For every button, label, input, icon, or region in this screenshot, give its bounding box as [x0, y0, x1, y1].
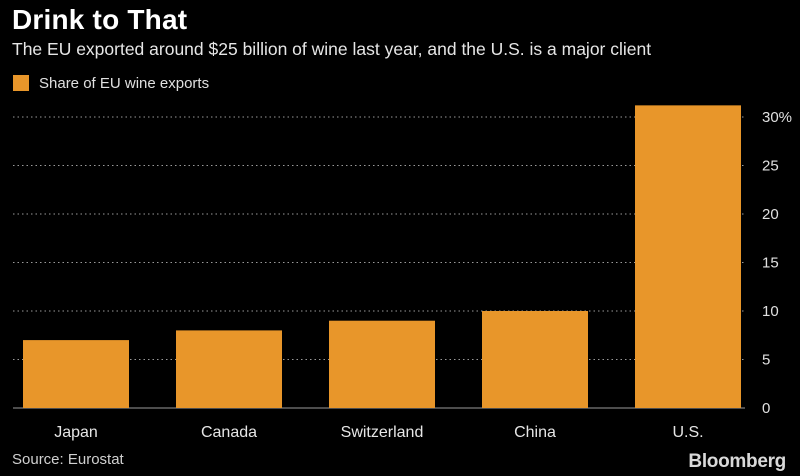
y-tick-label: 5	[762, 352, 770, 369]
chart-subtitle: The EU exported around $25 billion of wi…	[12, 39, 652, 59]
bar-switzerland	[329, 320, 435, 408]
chart-title: Drink to That	[12, 4, 188, 35]
y-tick-label: 25	[762, 158, 779, 175]
bar-china	[482, 311, 588, 408]
x-tick-label: Canada	[201, 424, 257, 441]
brand-logo: Bloomberg	[688, 451, 786, 472]
bars	[23, 105, 741, 409]
x-tick-label: U.S.	[672, 424, 703, 441]
bar-japan	[23, 340, 129, 408]
y-tick-label: 20	[762, 206, 779, 223]
x-tick-label: Japan	[54, 424, 98, 441]
source-note: Source: Eurostat	[12, 451, 124, 468]
y-tick-label: 15	[762, 255, 779, 272]
bar-u-s	[635, 105, 741, 409]
legend-label: Share of EU wine exports	[39, 74, 210, 92]
y-tick-label: 10	[762, 303, 779, 320]
y-tick-label: 30%	[762, 109, 792, 126]
y-axis: 0 5 10 15 20 25 30%	[762, 109, 792, 417]
x-tick-label: Switzerland	[341, 424, 424, 441]
legend: Share of EU wine exports	[13, 74, 209, 92]
legend-swatch	[13, 75, 29, 91]
x-tick-label: China	[514, 424, 556, 441]
bar-canada	[176, 330, 282, 408]
x-axis: Japan Canada Switzerland China U.S.	[54, 424, 703, 441]
y-tick-label: 0	[762, 400, 770, 417]
